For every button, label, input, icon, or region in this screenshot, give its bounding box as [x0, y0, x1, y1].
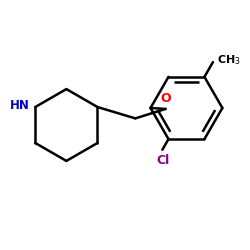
Text: HN: HN: [10, 99, 30, 112]
Text: CH$_3$: CH$_3$: [217, 53, 240, 67]
Text: O: O: [160, 92, 171, 105]
Text: Cl: Cl: [157, 154, 170, 168]
